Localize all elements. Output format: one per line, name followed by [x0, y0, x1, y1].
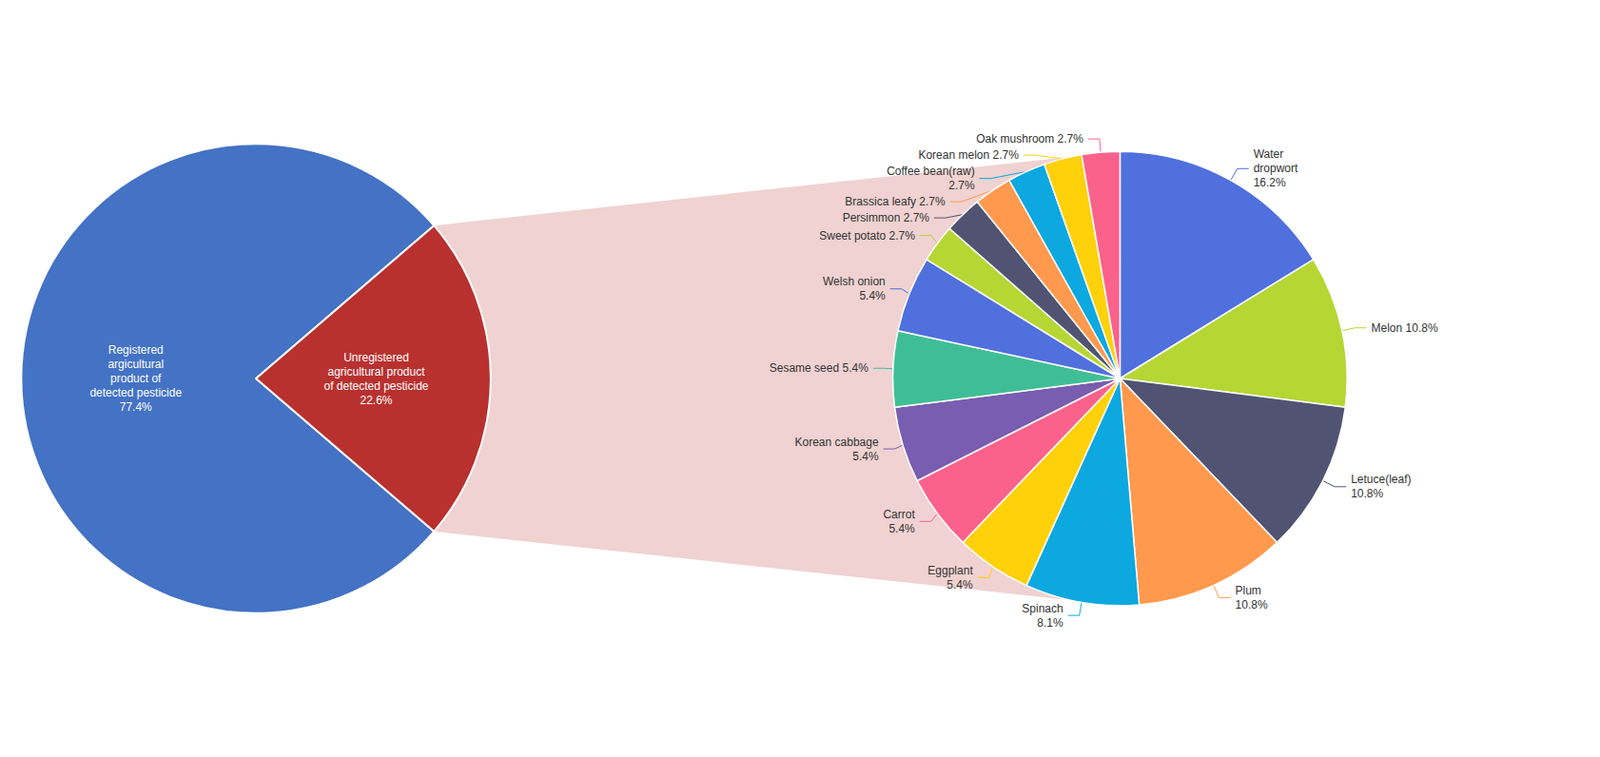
- svg-text:Persimmon 2.7%: Persimmon 2.7%: [842, 211, 931, 225]
- svg-text:of detected pesticide: of detected pesticide: [323, 379, 429, 393]
- svg-text:Unregistered: Unregistered: [343, 351, 410, 365]
- svg-text:Sesame seed 5.4%: Sesame seed 5.4%: [769, 361, 869, 375]
- svg-text:Carrot: Carrot: [882, 507, 916, 522]
- svg-text:Letuce(leaf): Letuce(leaf): [1350, 472, 1411, 487]
- svg-text:5.4%: 5.4%: [858, 289, 886, 303]
- svg-text:Brassica leafy 2.7%: Brassica leafy 2.7%: [844, 195, 946, 209]
- svg-text:77.4%: 77.4%: [119, 400, 153, 414]
- svg-text:Spinach: Spinach: [1021, 602, 1063, 616]
- svg-text:Registered: Registered: [108, 343, 164, 357]
- svg-text:agricultural product: agricultural product: [327, 365, 426, 379]
- svg-text:Korean cabbage: Korean cabbage: [795, 435, 879, 449]
- svg-text:10.8%: 10.8%: [1235, 598, 1269, 612]
- svg-text:argicultural: argicultural: [107, 357, 164, 371]
- svg-text:22.6%: 22.6%: [359, 393, 392, 408]
- svg-text:10.8%: 10.8%: [1350, 487, 1384, 501]
- svg-text:Korean melon 2.7%: Korean melon 2.7%: [917, 148, 1019, 162]
- svg-text:Eggplant: Eggplant: [927, 564, 974, 578]
- svg-text:Oak mushroom 2.7%: Oak mushroom 2.7%: [975, 132, 1084, 146]
- svg-text:5.4%: 5.4%: [888, 522, 916, 536]
- svg-text:dropwort: dropwort: [1253, 161, 1299, 176]
- svg-text:product of: product of: [110, 371, 162, 386]
- svg-text:Sweet potato 2.7%: Sweet potato 2.7%: [819, 229, 916, 243]
- svg-text:5.4%: 5.4%: [852, 449, 879, 464]
- svg-text:Melon 10.8%: Melon 10.8%: [1371, 321, 1439, 335]
- svg-text:Water: Water: [1253, 147, 1285, 161]
- svg-text:Welsh onion: Welsh onion: [822, 274, 886, 289]
- svg-text:5.4%: 5.4%: [946, 578, 974, 592]
- svg-text:detected pesticide: detected pesticide: [89, 386, 182, 400]
- svg-text:Plum: Plum: [1235, 584, 1262, 598]
- svg-text:16.2%: 16.2%: [1253, 175, 1287, 190]
- svg-text:Coffee bean(raw): Coffee bean(raw): [886, 164, 976, 178]
- svg-text:2.7%: 2.7%: [948, 178, 976, 193]
- svg-text:8.1%: 8.1%: [1036, 616, 1064, 630]
